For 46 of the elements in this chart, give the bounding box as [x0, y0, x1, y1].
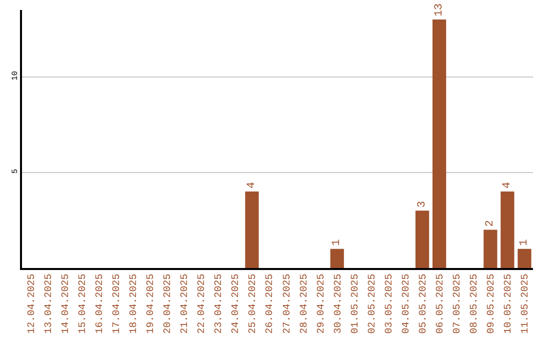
x-tick-label: 18.04.2025: [128, 274, 140, 334]
data-label: 1: [518, 238, 530, 246]
x-tick-label: 30.04.2025: [333, 274, 344, 334]
bar: [330, 248, 344, 268]
x-tick-label: 14.04.2025: [60, 274, 72, 334]
x-tick-label: 24.04.2025: [231, 274, 242, 334]
bar: [500, 192, 514, 268]
x-tick-label: 15.04.2025: [78, 274, 89, 334]
x-tick-label: 01.05.2025: [350, 274, 362, 334]
x-tick-label: 17.04.2025: [112, 274, 123, 334]
x-tick-label: 16.04.2025: [94, 274, 106, 334]
x-tick-label: 13.04.2025: [44, 274, 55, 334]
bar: [518, 248, 532, 268]
x-tick-label: 07.05.2025: [452, 274, 464, 334]
x-tick-label: 25.04.2025: [248, 274, 260, 334]
x-tick-label: 29.04.2025: [316, 274, 328, 334]
x-tick-label: 04.05.2025: [402, 274, 412, 334]
x-tick-label: 19.04.2025: [146, 274, 157, 334]
x-tick-label: 02.05.2025: [367, 274, 378, 334]
x-tick-label: 10.05.2025: [504, 274, 515, 334]
x-tick-label: 11.05.2025: [520, 274, 532, 334]
data-label: 13: [433, 3, 446, 17]
y-tick-label: 10: [11, 70, 20, 80]
x-tick-label: 20.04.2025: [163, 274, 174, 334]
data-label: 1: [331, 238, 344, 246]
x-tick-label: 28.04.2025: [299, 274, 310, 334]
y-tick-label: 5: [11, 168, 20, 174]
bar: [415, 210, 430, 268]
x-tick-label: 09.05.2025: [486, 274, 498, 334]
x-tick-label: 27.04.2025: [282, 274, 294, 334]
data-label: 2: [484, 220, 496, 227]
bar: [245, 192, 259, 268]
data-label: 4: [246, 182, 258, 189]
x-tick-label: 08.05.2025: [470, 274, 481, 334]
bar: [432, 20, 446, 268]
x-tick-label: 21.04.2025: [180, 274, 192, 334]
bar: [484, 230, 498, 268]
x-tick-label: 03.05.2025: [384, 274, 396, 334]
x-tick-label: 06.05.2025: [436, 274, 447, 334]
x-tick-label: 22.04.2025: [197, 274, 208, 334]
data-label: 4: [501, 182, 514, 189]
x-tick-label: 23.04.2025: [214, 274, 226, 334]
x-tick-label: 26.04.2025: [265, 274, 276, 334]
x-tick-label: 05.05.2025: [418, 274, 430, 334]
data-label: 3: [416, 201, 428, 208]
x-tick-label: 12.04.2025: [26, 274, 38, 334]
